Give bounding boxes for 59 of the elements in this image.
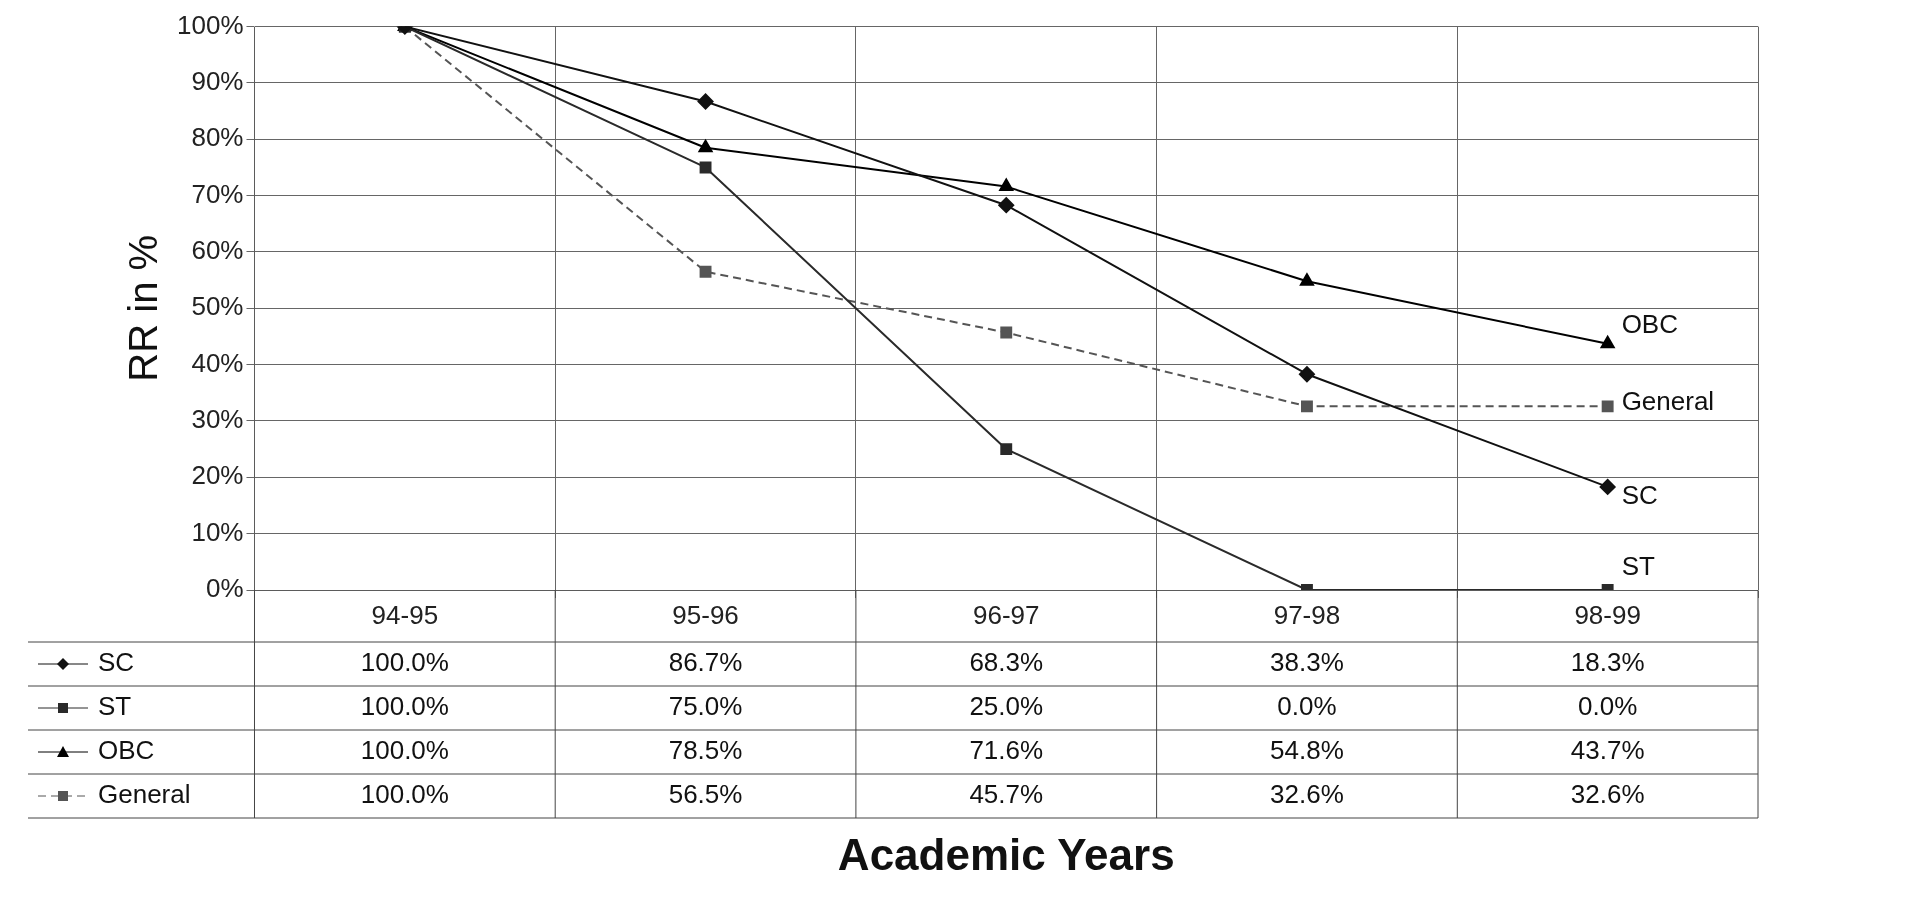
data-label: 18.3% xyxy=(1570,647,1645,678)
y-tick-label: 0% xyxy=(205,573,244,604)
data-label: 71.6% xyxy=(969,735,1044,766)
point xyxy=(699,265,712,278)
text: ST xyxy=(1621,551,1655,582)
point xyxy=(698,139,713,153)
data-label: 38.3% xyxy=(1270,647,1344,678)
data-label: 68.3% xyxy=(969,647,1044,678)
y-tick-label: 90% xyxy=(191,66,244,97)
y-tick-label: 40% xyxy=(191,347,244,378)
data-label: 0.0% xyxy=(1578,691,1638,722)
point xyxy=(1599,478,1616,495)
data-label: 0.0% xyxy=(1277,691,1337,722)
x-axis-title: Academic Years xyxy=(837,829,1175,879)
y-tick-label: 30% xyxy=(191,404,244,435)
data-label: 100.0% xyxy=(360,735,449,766)
x-tick-label: 98-99 xyxy=(1574,599,1641,630)
point xyxy=(1600,335,1615,349)
data-label: 86.7% xyxy=(668,647,743,678)
data-label: 43.7% xyxy=(1570,735,1645,766)
point xyxy=(1000,326,1013,339)
data-label: 78.5% xyxy=(668,735,743,766)
text: SC xyxy=(1621,480,1658,511)
legend-label: SC xyxy=(98,647,135,678)
text: General xyxy=(1621,385,1715,416)
y-tick-label: 50% xyxy=(191,291,244,322)
point xyxy=(999,178,1014,192)
legend-label: OBC xyxy=(98,735,155,766)
legend-label: ST xyxy=(98,691,132,722)
point xyxy=(697,93,714,110)
point xyxy=(1000,443,1013,456)
x-tick-label: 96-97 xyxy=(973,599,1040,630)
y-tick-label: 60% xyxy=(191,235,244,266)
data-label: 32.6% xyxy=(1570,779,1645,810)
data-label: 45.7% xyxy=(969,779,1044,810)
point xyxy=(998,197,1015,214)
y-axis-title: RR in % xyxy=(121,234,166,382)
y-tick-label: 70% xyxy=(191,178,244,209)
point xyxy=(1299,273,1315,286)
point xyxy=(1298,366,1315,383)
point xyxy=(1601,400,1614,413)
x-tick-label: 97-98 xyxy=(1273,599,1341,630)
x-tick-label: 95-96 xyxy=(672,599,739,630)
y-tick-label: 80% xyxy=(191,122,244,153)
x-tick-label: 94-95 xyxy=(371,599,439,630)
y-tick-label: 100% xyxy=(177,9,244,40)
legend-label: General xyxy=(98,779,191,810)
data-label: 75.0% xyxy=(668,691,743,722)
point xyxy=(1301,400,1313,413)
y-tick-label: 20% xyxy=(191,460,244,491)
y-tick-label: 10% xyxy=(191,516,244,547)
data-label: 100.0% xyxy=(360,691,449,722)
data-label: 56.5% xyxy=(668,779,743,810)
data-label: 100.0% xyxy=(360,647,449,678)
data-label: 54.8% xyxy=(1270,735,1344,766)
data-label: 32.6% xyxy=(1270,779,1344,810)
data-label: 25.0% xyxy=(969,691,1044,722)
text: OBC xyxy=(1621,308,1678,339)
data-label: 100.0% xyxy=(360,779,449,810)
